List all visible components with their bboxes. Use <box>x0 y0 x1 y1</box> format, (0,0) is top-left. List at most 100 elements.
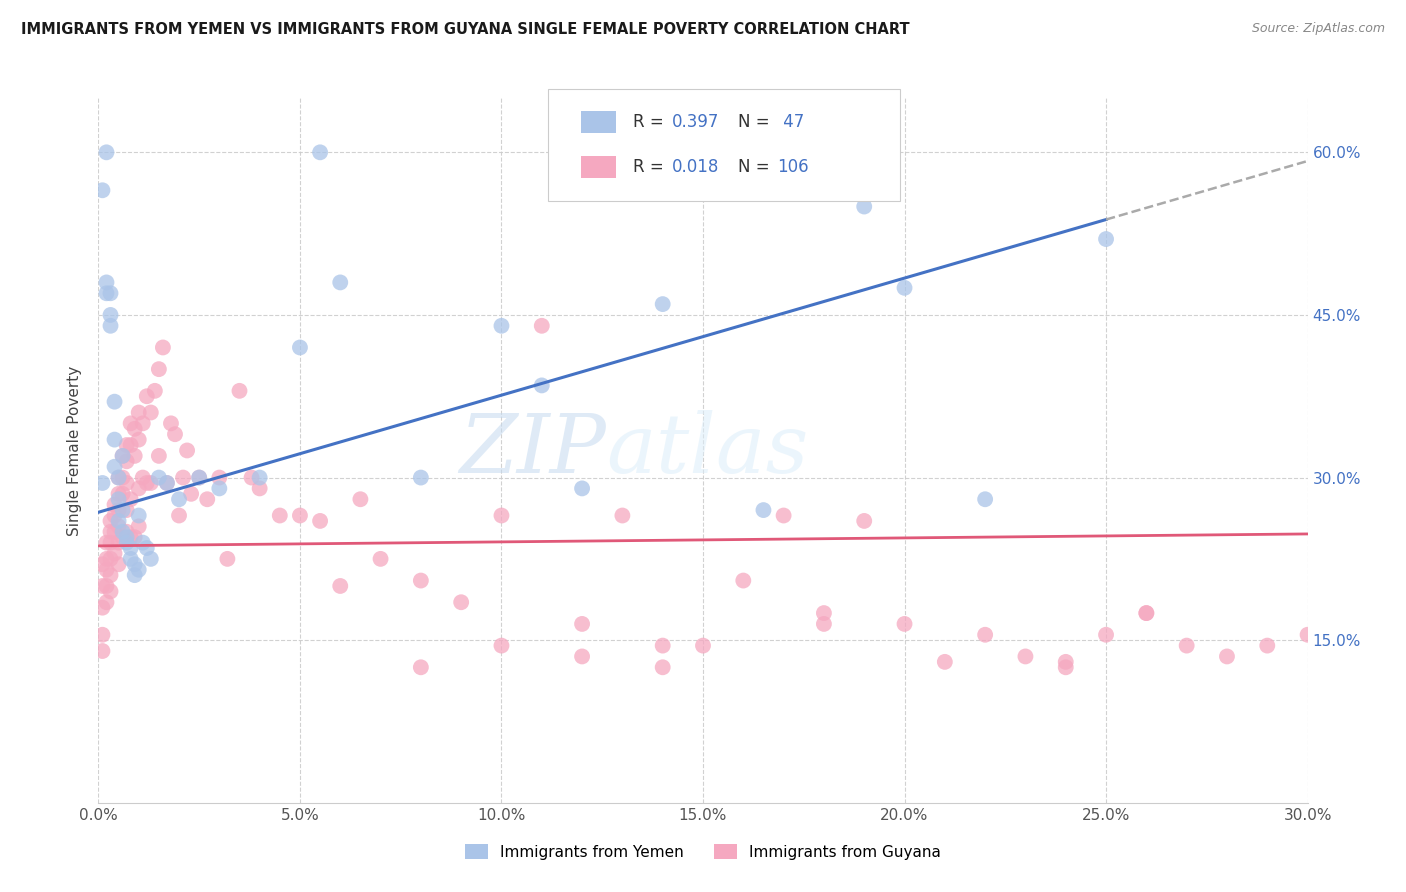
Point <box>100 514 122 528</box>
Point <box>853 200 876 214</box>
Point <box>107 470 129 484</box>
Point <box>111 530 134 544</box>
Point <box>107 519 129 533</box>
Point <box>156 475 179 490</box>
Y-axis label: Single Female Poverty: Single Female Poverty <box>67 366 83 535</box>
Point <box>269 508 291 523</box>
Point <box>1216 649 1239 664</box>
Point <box>120 417 142 431</box>
Point <box>651 660 673 674</box>
Point <box>160 417 183 431</box>
Point <box>115 535 138 549</box>
Point <box>111 503 134 517</box>
Point <box>107 558 129 572</box>
Point <box>772 508 794 523</box>
Point <box>1175 639 1198 653</box>
Legend: Immigrants from Yemen, Immigrants from Guyana: Immigrants from Yemen, Immigrants from G… <box>458 838 948 865</box>
Point <box>128 508 150 523</box>
Point <box>309 514 332 528</box>
Point <box>135 389 157 403</box>
Point <box>1054 655 1077 669</box>
Point <box>450 595 472 609</box>
Point <box>107 514 129 528</box>
Point <box>124 558 146 572</box>
Point <box>195 492 218 507</box>
Point <box>733 574 755 588</box>
Point <box>1135 606 1157 620</box>
Point <box>1014 649 1036 664</box>
Point <box>103 524 125 539</box>
Point <box>163 427 186 442</box>
Point <box>228 384 250 398</box>
Text: atlas: atlas <box>606 410 808 491</box>
Point <box>111 524 134 539</box>
Point <box>115 475 138 490</box>
Point <box>409 660 432 674</box>
Point <box>111 449 134 463</box>
Point <box>370 552 392 566</box>
Point <box>491 639 513 653</box>
Point <box>156 475 179 490</box>
Point <box>208 482 231 496</box>
Point <box>124 568 146 582</box>
Text: N =: N = <box>738 158 775 176</box>
Point <box>115 438 138 452</box>
Point <box>100 552 122 566</box>
Text: R =: R = <box>633 113 669 131</box>
Point <box>103 546 125 560</box>
Point <box>91 579 114 593</box>
Point <box>115 503 138 517</box>
Point <box>111 449 134 463</box>
Point <box>91 475 114 490</box>
Point <box>128 405 150 419</box>
Point <box>91 183 114 197</box>
Point <box>288 508 311 523</box>
Point <box>148 470 170 484</box>
Point <box>651 297 673 311</box>
Point <box>132 535 155 549</box>
Point <box>103 394 125 409</box>
Point <box>103 508 125 523</box>
Point <box>100 535 122 549</box>
Point <box>240 470 263 484</box>
Point <box>188 470 211 484</box>
Point <box>124 422 146 436</box>
Point <box>139 552 162 566</box>
Point <box>571 616 593 631</box>
Point <box>1296 628 1319 642</box>
Point <box>107 470 129 484</box>
Point <box>1095 628 1118 642</box>
Point <box>152 341 174 355</box>
Point <box>100 318 122 333</box>
Point <box>91 558 114 572</box>
Point <box>349 492 371 507</box>
Point <box>288 341 311 355</box>
Text: 0.018: 0.018 <box>672 158 720 176</box>
Point <box>107 492 129 507</box>
Point <box>409 470 432 484</box>
Point <box>135 475 157 490</box>
Point <box>974 628 997 642</box>
Point <box>188 470 211 484</box>
Point <box>107 503 129 517</box>
Point <box>135 541 157 555</box>
Point <box>103 498 125 512</box>
Point <box>96 595 118 609</box>
Point <box>893 281 915 295</box>
Point <box>409 574 432 588</box>
Point <box>124 530 146 544</box>
Point <box>176 443 198 458</box>
Point <box>107 487 129 501</box>
Point <box>167 492 190 507</box>
Point <box>692 639 714 653</box>
Point <box>491 508 513 523</box>
Point <box>530 378 553 392</box>
Point <box>120 541 142 555</box>
Point <box>612 508 634 523</box>
Text: N =: N = <box>738 113 775 131</box>
Point <box>96 579 118 593</box>
Point <box>96 276 118 290</box>
Point <box>1256 639 1278 653</box>
Point <box>571 482 593 496</box>
Point <box>530 318 553 333</box>
